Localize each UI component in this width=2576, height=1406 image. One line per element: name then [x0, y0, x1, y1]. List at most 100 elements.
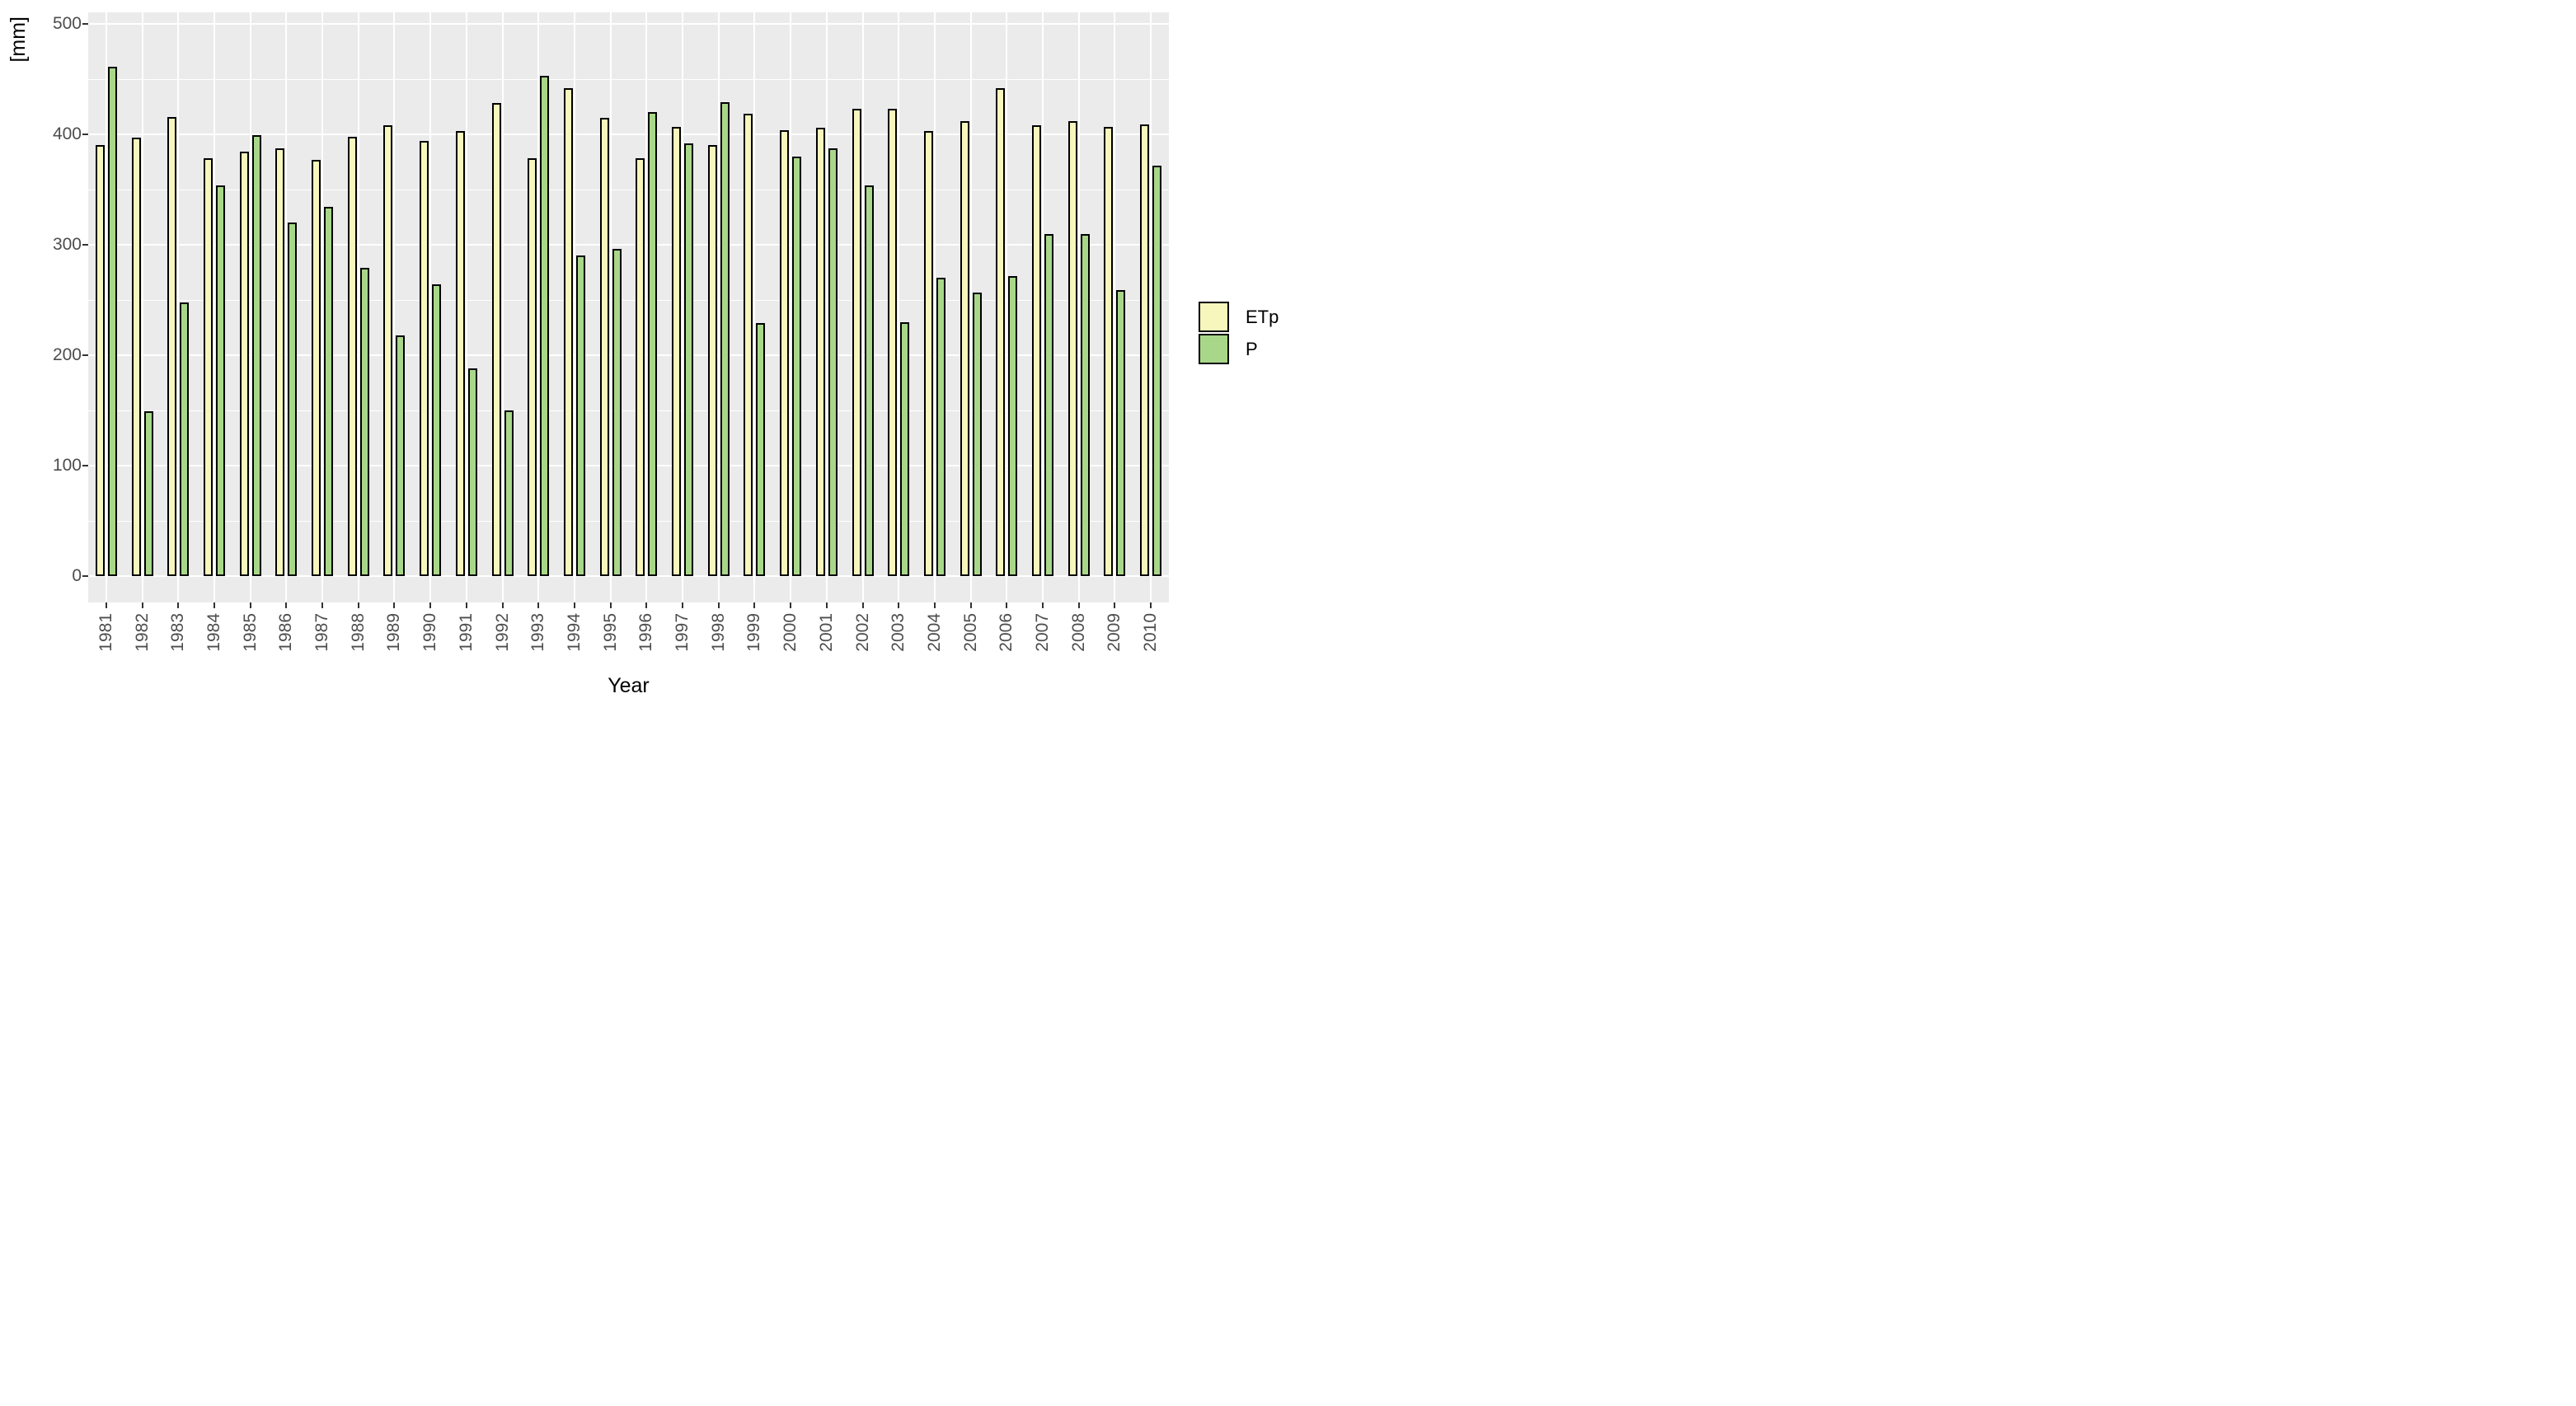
x-axis-tick — [825, 602, 828, 608]
x-tick-label: 1993 — [528, 613, 548, 652]
bar-etp-1982 — [131, 138, 141, 576]
x-axis-tick — [1077, 602, 1080, 608]
x-axis-tick — [717, 602, 720, 608]
x-axis-tick — [1150, 602, 1152, 608]
gridline-vertical — [717, 12, 720, 602]
legend-swatch-etp — [1199, 302, 1229, 332]
gridline-vertical — [285, 12, 288, 602]
x-axis-tick — [682, 602, 684, 608]
gridline-vertical — [249, 12, 251, 602]
bar-etp-1991 — [455, 130, 465, 576]
x-tick-label: 2005 — [960, 613, 980, 652]
y-tick-label: 400 — [52, 124, 82, 143]
x-tick-label: 2001 — [816, 613, 836, 652]
x-axis-tick — [609, 602, 612, 608]
bar-etp-1983 — [167, 116, 177, 576]
chart-figure: [mm] 0 100 200 300 400 500 1981 1982 1983 1984 198… — [0, 0, 1288, 703]
x-axis-tick — [790, 602, 792, 608]
gridline-major — [88, 354, 1169, 356]
x-axis-tick — [393, 602, 396, 608]
gridline-vertical — [898, 12, 900, 602]
x-axis-tick — [1114, 602, 1116, 608]
bar-etp-1996 — [636, 158, 645, 576]
y-tick-label: 200 — [52, 345, 82, 364]
bar-etp-1984 — [203, 158, 213, 576]
x-tick-label: 1998 — [708, 613, 728, 652]
x-tick-label: 1995 — [600, 613, 620, 652]
gridline-vertical — [609, 12, 612, 602]
gridline-vertical — [753, 12, 756, 602]
x-tick-label: 2009 — [1105, 613, 1124, 652]
bar-p-1982 — [143, 411, 153, 576]
gridline-vertical — [141, 12, 143, 602]
bar-p-1986 — [288, 223, 298, 576]
bar-etp-2007 — [1032, 125, 1042, 576]
x-tick-label: 2006 — [997, 613, 1016, 652]
x-axis-tick — [177, 602, 180, 608]
x-tick-label: 2004 — [924, 613, 944, 652]
bar-p-2004 — [936, 278, 945, 576]
bar-etp-1993 — [528, 158, 537, 576]
x-axis-tick — [465, 602, 467, 608]
x-axis-tick — [105, 602, 107, 608]
bar-etp-2003 — [888, 109, 898, 576]
bar-etp-1987 — [312, 159, 321, 576]
plot-panel — [88, 12, 1169, 602]
x-axis-tick — [141, 602, 143, 608]
bar-p-1993 — [540, 75, 550, 576]
x-tick-label: 1991 — [456, 613, 476, 652]
x-tick-label: 1981 — [96, 613, 115, 652]
x-tick-label: 2002 — [852, 613, 872, 652]
y-axis-tick — [82, 354, 88, 356]
bar-p-2003 — [900, 321, 910, 576]
gridline-vertical — [933, 12, 936, 602]
bar-p-1999 — [756, 323, 766, 576]
gridline-vertical — [790, 12, 792, 602]
x-tick-label: 1996 — [636, 613, 656, 652]
gridline-vertical — [645, 12, 648, 602]
gridline-vertical — [357, 12, 359, 602]
y-axis-tick — [82, 134, 88, 135]
gridline-vertical — [1006, 12, 1008, 602]
gridline-vertical — [969, 12, 972, 602]
legend-swatch-p — [1199, 334, 1229, 364]
gridline-vertical — [861, 12, 864, 602]
gridline-vertical — [213, 12, 215, 602]
x-axis-tick — [249, 602, 251, 608]
x-axis-tick — [1042, 602, 1044, 608]
bar-etp-2010 — [1140, 124, 1150, 576]
bar-etp-2008 — [1067, 120, 1077, 576]
bar-p-1989 — [396, 335, 406, 576]
bar-p-2000 — [792, 156, 802, 576]
gridline-vertical — [321, 12, 324, 602]
x-axis-tick — [898, 602, 900, 608]
x-axis-tick — [645, 602, 648, 608]
x-axis-tick — [753, 602, 756, 608]
y-axis-tick — [82, 465, 88, 466]
gridline-vertical — [1114, 12, 1116, 602]
x-axis-title: Year — [608, 674, 650, 697]
gridline-major — [88, 465, 1169, 466]
x-tick-label: 1989 — [384, 613, 404, 652]
x-axis-tick — [285, 602, 288, 608]
gridline-vertical — [429, 12, 432, 602]
x-axis-tick — [933, 602, 936, 608]
gridline-vertical — [825, 12, 828, 602]
gridline-vertical — [1042, 12, 1044, 602]
x-axis-tick — [969, 602, 972, 608]
x-tick-label: 1999 — [744, 613, 764, 652]
x-axis-tick — [573, 602, 575, 608]
bar-p-1984 — [215, 185, 225, 576]
bar-etp-2000 — [780, 129, 790, 576]
y-axis-tick — [82, 575, 88, 577]
x-tick-label: 2007 — [1033, 613, 1053, 652]
gridline-minor — [88, 410, 1169, 411]
bar-p-2006 — [1008, 275, 1018, 576]
bar-etp-1990 — [420, 141, 429, 576]
x-axis-tick — [357, 602, 359, 608]
gridline-minor — [88, 79, 1169, 80]
y-axis-tick — [82, 23, 88, 25]
bar-etp-1994 — [563, 87, 573, 576]
x-tick-label: 1990 — [420, 613, 440, 652]
x-tick-label: 1992 — [492, 613, 512, 652]
